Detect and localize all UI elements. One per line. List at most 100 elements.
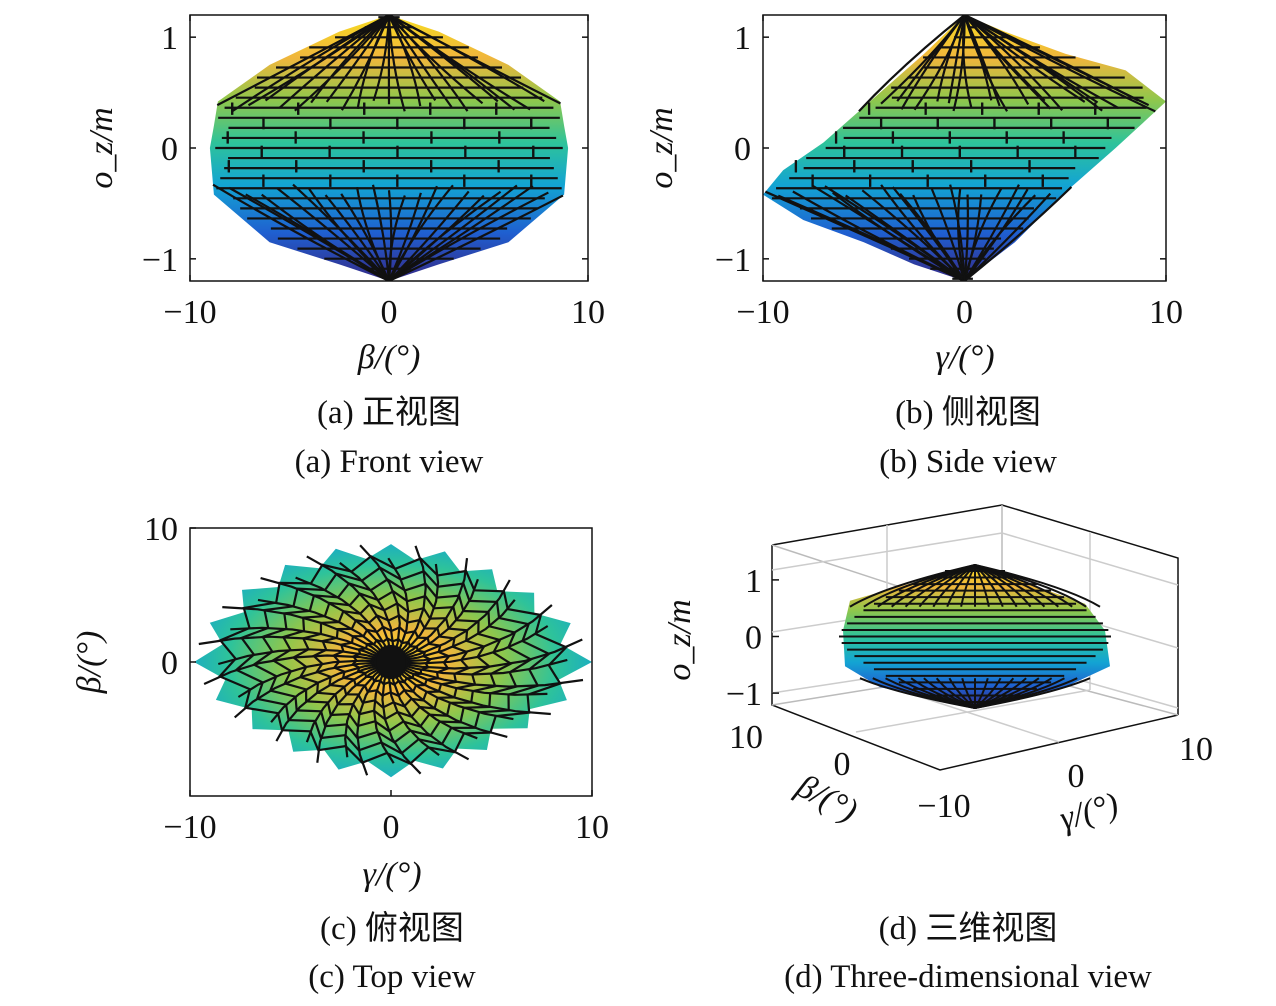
zlabel-d: o_z/m xyxy=(661,599,698,680)
mesh-center-dense xyxy=(373,644,409,680)
x-tick-label: 10 xyxy=(571,294,605,331)
x-tick-label: 0 xyxy=(1068,758,1085,795)
mesh-ring xyxy=(251,578,534,744)
mesh-radial xyxy=(963,186,1073,281)
mesh-side xyxy=(764,15,1156,281)
x-tick-label: −10 xyxy=(163,809,216,846)
y-tick-label: 0 xyxy=(734,131,751,168)
ticks-b: −10 0 10−101 xyxy=(715,15,1183,331)
mesh-radial xyxy=(308,188,390,281)
mesh-ring xyxy=(270,589,514,733)
mesh-radial xyxy=(388,15,561,105)
mesh-top xyxy=(198,544,584,776)
x-tick-label: 10 xyxy=(1179,731,1213,768)
panel-front-view: −10 0 10−101 β/(°) o_z/m xyxy=(83,14,605,376)
y-tick-label: 1 xyxy=(161,20,178,57)
mesh-radial xyxy=(963,187,1003,281)
caption-cn-d: (d) 三维视图 xyxy=(878,911,1058,947)
mesh-radial xyxy=(388,15,453,108)
caption-cn-c: (c) 俯视图 xyxy=(320,911,464,947)
mesh-radial xyxy=(880,184,966,281)
ticks-a: −10 0 10−101 xyxy=(142,15,605,331)
mesh-radial xyxy=(388,15,531,111)
y-tick-label: 1 xyxy=(734,20,751,57)
mesh-ring xyxy=(234,566,552,755)
mesh-radial xyxy=(900,15,966,110)
x-tick-label: 10 xyxy=(1149,294,1183,331)
xlabel-c: γ/(°) xyxy=(362,856,421,893)
mesh-radial xyxy=(858,15,966,112)
mesh-radial xyxy=(963,15,1156,113)
mesh-3d-radial xyxy=(932,564,976,608)
mesh-radial xyxy=(963,15,1120,110)
mesh-radial xyxy=(912,194,966,281)
mesh-3d-radial xyxy=(946,564,976,608)
mesh-radial xyxy=(832,191,966,281)
caption-en-b: (b) Side view xyxy=(879,444,1057,480)
mesh-ring xyxy=(291,602,492,721)
mesh-radial xyxy=(371,184,391,281)
mesh-radial xyxy=(936,15,966,102)
mesh-radial xyxy=(388,184,454,281)
mesh-3d xyxy=(839,564,1111,709)
mesh-radial xyxy=(957,188,966,281)
x-tick-label: 0 xyxy=(956,294,973,331)
mesh-3d-radial xyxy=(948,677,976,709)
mesh-3d-radial xyxy=(974,564,990,607)
mesh-radial xyxy=(963,194,1037,281)
mesh-ring xyxy=(311,614,471,709)
mesh-ring xyxy=(350,637,432,687)
mesh-ring xyxy=(217,554,569,765)
caption-cn-a: (a) 正视图 xyxy=(317,395,461,431)
mesh-radial xyxy=(387,15,406,112)
x-tick-label: −10 xyxy=(163,294,216,331)
mesh-radial xyxy=(294,15,390,112)
caption-en-c: (c) Top view xyxy=(308,959,476,995)
mesh-radial xyxy=(792,190,965,281)
mesh-radial xyxy=(261,193,390,281)
panel-side-view: −10 0 10−101 γ/(°) o_z/m xyxy=(643,14,1183,376)
mesh-3d-radial xyxy=(974,677,1091,709)
mesh-3d-radial xyxy=(961,677,976,709)
mesh-radial xyxy=(963,15,1009,112)
x-tick-label: 0 xyxy=(381,294,398,331)
y-tick-label: 0 xyxy=(834,746,851,783)
mesh-radial xyxy=(963,192,1052,281)
y-tick-label: 10 xyxy=(144,511,178,548)
mesh-radial xyxy=(963,194,969,281)
mesh-radial xyxy=(355,186,390,281)
caption-en-a: (a) Front view xyxy=(294,444,484,480)
ticks-c: −10 0 10 0 10 xyxy=(144,511,609,846)
x-tick-label: 10 xyxy=(575,809,609,846)
x-tick-label: −10 xyxy=(917,788,970,825)
x-tick-label: 0 xyxy=(383,809,400,846)
x-tick-label: −10 xyxy=(736,294,789,331)
mesh-radial xyxy=(388,190,502,281)
y-tick-label: 0 xyxy=(161,645,178,682)
mesh-3d-radial xyxy=(960,564,976,607)
mesh-radial xyxy=(388,194,564,281)
mesh-radial xyxy=(324,194,390,281)
mesh-radial xyxy=(278,15,390,109)
mesh-radial xyxy=(387,195,406,281)
mesh-radial xyxy=(356,15,390,109)
ylabel-c: β/(°) xyxy=(71,631,108,695)
mesh-radial xyxy=(962,15,973,108)
mesh-radial xyxy=(264,15,390,102)
z-tick-label: 1 xyxy=(745,563,762,600)
mesh-3d-radial xyxy=(918,564,976,608)
mesh-radial xyxy=(963,15,1086,103)
caption-cn-b: (b) 侧视图 xyxy=(895,395,1041,431)
mesh-radial xyxy=(387,15,437,101)
mesh-radial xyxy=(388,15,484,105)
mesh-radial xyxy=(325,15,390,103)
caption-en-d: (d) Three-dimensional view xyxy=(784,959,1152,995)
y-tick-label: −1 xyxy=(715,242,751,279)
y-tick-label: 0 xyxy=(161,131,178,168)
mesh-ring xyxy=(331,625,450,698)
surface-3d xyxy=(839,564,1111,709)
ylabel-d: β/(°) xyxy=(790,767,864,830)
